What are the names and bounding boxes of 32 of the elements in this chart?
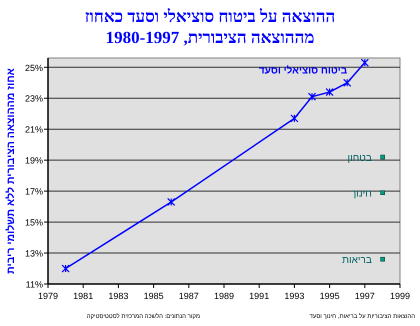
x-tick-label: 1987	[178, 291, 199, 301]
y-tick-label: 17%	[24, 186, 43, 197]
point	[360, 58, 369, 67]
point	[62, 264, 70, 273]
chart-subtitle: מההוצאה הציבורית, 1980-1997	[106, 28, 314, 47]
x-tick-label: 1981	[73, 291, 94, 301]
series-label: ביטוח סוציאלי וסעד	[258, 64, 348, 76]
x-tick-label: 1999	[390, 291, 410, 301]
annotation: בריאות	[342, 255, 372, 266]
x-tick-label: 1985	[144, 291, 164, 301]
x-tick-label: 1991	[249, 291, 270, 301]
x-tick-label: 1993	[284, 291, 304, 301]
point	[343, 78, 352, 87]
x-tick-label: 1997	[354, 291, 375, 301]
chart-title: ההוצאה על ביטוח סוציאלי וסעד כאחוז	[84, 7, 336, 26]
y-tick-label: 15%	[24, 218, 43, 228]
y-axis-title: אחוז מההוצאה הציבורית ללא תשלומי ריבית	[5, 68, 17, 274]
y-tick-label: 23%	[24, 94, 43, 104]
point	[326, 88, 334, 96]
x-tick-label: 1989	[214, 291, 234, 301]
point	[167, 198, 176, 206]
y-tick-label: 19%	[24, 156, 43, 166]
y-tick-label: 13%	[24, 248, 43, 259]
annotation: חינוך	[350, 188, 372, 200]
point	[290, 114, 298, 122]
x-tick-label: 1983	[108, 291, 128, 301]
y-tick-label: 25%	[24, 62, 43, 73]
x-tick-label: 1995	[320, 291, 340, 301]
x-tick-label: 1979	[38, 291, 58, 301]
point	[308, 92, 316, 101]
y-tick-label: 21%	[24, 124, 43, 135]
y-tick-label: 11%	[26, 280, 43, 290]
